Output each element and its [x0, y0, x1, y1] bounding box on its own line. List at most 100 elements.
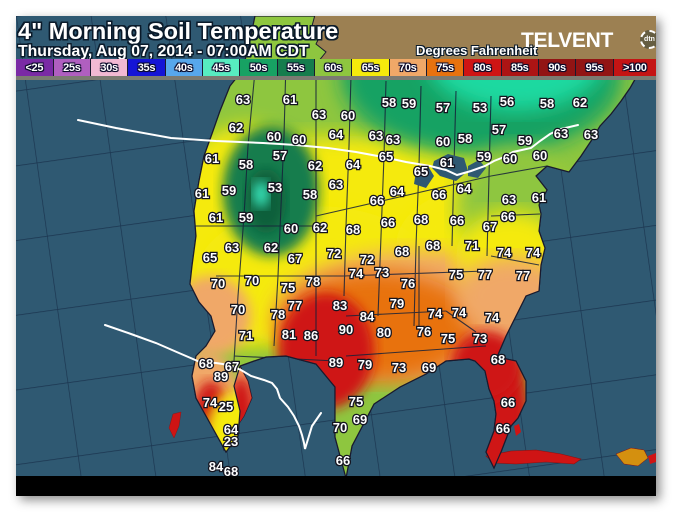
svg-text:61: 61: [209, 210, 223, 225]
svg-text:62: 62: [264, 240, 278, 255]
svg-text:86: 86: [304, 328, 318, 343]
svg-text:76: 76: [401, 276, 415, 291]
svg-text:62: 62: [313, 220, 327, 235]
svg-text:74: 74: [428, 306, 443, 321]
svg-text:74: 74: [452, 305, 467, 320]
svg-text:67: 67: [288, 251, 302, 266]
svg-text:83: 83: [333, 298, 347, 313]
svg-text:75: 75: [349, 394, 363, 409]
svg-text:89: 89: [329, 355, 343, 370]
svg-text:68: 68: [414, 212, 428, 227]
svg-text:79: 79: [358, 357, 372, 372]
svg-text:89: 89: [214, 369, 228, 384]
svg-text:53: 53: [268, 180, 282, 195]
svg-text:69: 69: [422, 360, 436, 375]
svg-text:59: 59: [402, 96, 416, 111]
svg-text:65: 65: [203, 250, 217, 265]
svg-text:61: 61: [195, 186, 209, 201]
svg-text:63: 63: [502, 192, 516, 207]
svg-text:63: 63: [554, 126, 568, 141]
svg-text:68: 68: [395, 244, 409, 259]
svg-text:70: 70: [231, 302, 245, 317]
svg-text:76: 76: [417, 324, 431, 339]
svg-text:81: 81: [282, 327, 296, 342]
svg-text:60: 60: [284, 221, 298, 236]
svg-text:64: 64: [346, 157, 361, 172]
svg-text:74: 74: [526, 245, 541, 260]
svg-text:63: 63: [329, 177, 343, 192]
svg-text:61: 61: [283, 92, 297, 107]
svg-text:58: 58: [382, 95, 396, 110]
svg-text:63: 63: [312, 107, 326, 122]
svg-text:58: 58: [540, 96, 554, 111]
svg-text:75: 75: [449, 267, 463, 282]
svg-text:63: 63: [386, 132, 400, 147]
svg-text:59: 59: [239, 210, 253, 225]
svg-text:64: 64: [390, 184, 405, 199]
svg-text:57: 57: [492, 122, 506, 137]
svg-text:60: 60: [341, 108, 355, 123]
svg-text:64: 64: [329, 127, 344, 142]
svg-text:75: 75: [441, 331, 455, 346]
svg-text:90: 90: [339, 322, 353, 337]
svg-text:75: 75: [281, 280, 295, 295]
svg-text:58: 58: [239, 157, 253, 172]
svg-text:69: 69: [353, 412, 367, 427]
svg-text:63: 63: [225, 240, 239, 255]
svg-text:84: 84: [360, 309, 375, 324]
svg-text:68: 68: [491, 352, 505, 367]
svg-text:65: 65: [414, 164, 428, 179]
svg-text:61: 61: [440, 155, 454, 170]
svg-text:57: 57: [273, 148, 287, 163]
svg-text:66: 66: [336, 453, 350, 468]
svg-text:62: 62: [573, 95, 587, 110]
svg-text:65: 65: [379, 149, 393, 164]
svg-text:78: 78: [306, 274, 320, 289]
svg-text:60: 60: [533, 148, 547, 163]
svg-text:84: 84: [209, 459, 224, 474]
svg-text:62: 62: [229, 120, 243, 135]
svg-text:72: 72: [360, 252, 374, 267]
svg-text:66: 66: [381, 215, 395, 230]
svg-text:59: 59: [518, 133, 532, 148]
svg-text:68: 68: [426, 238, 440, 253]
svg-text:73: 73: [375, 265, 389, 280]
svg-text:63: 63: [584, 127, 598, 142]
svg-text:78: 78: [271, 307, 285, 322]
svg-text:61: 61: [205, 151, 219, 166]
svg-text:70: 70: [211, 276, 225, 291]
svg-text:77: 77: [288, 298, 302, 313]
svg-text:66: 66: [432, 187, 446, 202]
svg-text:60: 60: [267, 129, 281, 144]
svg-text:66: 66: [370, 193, 384, 208]
svg-text:63: 63: [236, 92, 250, 107]
svg-text:79: 79: [390, 296, 404, 311]
svg-text:74: 74: [203, 395, 218, 410]
svg-text:58: 58: [458, 131, 472, 146]
svg-text:66: 66: [501, 395, 515, 410]
svg-text:57: 57: [436, 100, 450, 115]
svg-text:74: 74: [497, 245, 512, 260]
svg-text:70: 70: [245, 273, 259, 288]
svg-text:56: 56: [500, 94, 514, 109]
svg-text:53: 53: [473, 100, 487, 115]
svg-text:62: 62: [308, 158, 322, 173]
svg-text:74: 74: [485, 310, 500, 325]
svg-text:66: 66: [501, 209, 515, 224]
svg-text:60: 60: [292, 132, 306, 147]
svg-text:61: 61: [532, 190, 546, 205]
svg-text:67: 67: [483, 219, 497, 234]
svg-text:23: 23: [224, 434, 238, 449]
svg-text:59: 59: [222, 183, 236, 198]
svg-text:63: 63: [369, 128, 383, 143]
svg-text:73: 73: [473, 331, 487, 346]
svg-text:77: 77: [516, 268, 530, 283]
svg-text:72: 72: [327, 246, 341, 261]
svg-text:66: 66: [450, 213, 464, 228]
svg-text:70: 70: [333, 420, 347, 435]
svg-text:59: 59: [477, 149, 491, 164]
svg-text:71: 71: [465, 238, 479, 253]
svg-text:25: 25: [219, 399, 233, 414]
svg-text:68: 68: [199, 356, 213, 371]
svg-text:74: 74: [349, 266, 364, 281]
